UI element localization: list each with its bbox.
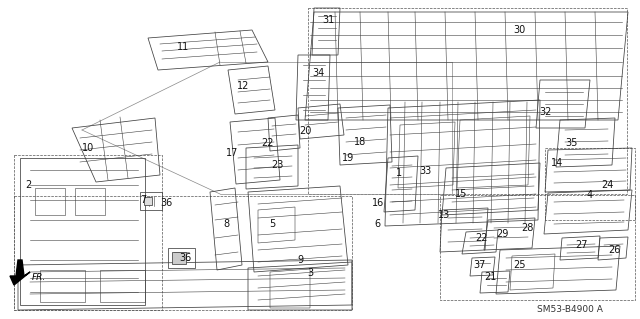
- Text: 7: 7: [140, 195, 146, 205]
- Text: 27: 27: [576, 240, 588, 250]
- Text: 5: 5: [269, 219, 275, 229]
- Text: 17: 17: [226, 148, 238, 158]
- Text: 36: 36: [179, 253, 191, 263]
- Text: 25: 25: [513, 260, 525, 270]
- Text: 31: 31: [322, 15, 334, 25]
- Text: 26: 26: [608, 245, 620, 255]
- Text: 37: 37: [474, 260, 486, 270]
- Text: 32: 32: [540, 107, 552, 117]
- Text: 1: 1: [396, 168, 402, 178]
- Text: 9: 9: [297, 255, 303, 265]
- Text: 21: 21: [484, 272, 496, 282]
- Text: 22: 22: [262, 138, 275, 148]
- Text: 2: 2: [25, 180, 31, 190]
- Text: 18: 18: [354, 137, 366, 147]
- Text: 30: 30: [513, 25, 525, 35]
- Text: 28: 28: [521, 223, 533, 233]
- Text: 29: 29: [496, 229, 508, 239]
- Text: 13: 13: [438, 210, 450, 220]
- Text: 35: 35: [566, 138, 578, 148]
- Text: 4: 4: [587, 190, 593, 200]
- Text: 16: 16: [372, 198, 384, 208]
- Polygon shape: [10, 260, 30, 285]
- Text: 8: 8: [223, 219, 229, 229]
- Text: 15: 15: [455, 189, 467, 199]
- Text: 24: 24: [601, 180, 613, 190]
- Text: 33: 33: [419, 166, 431, 176]
- Text: 12: 12: [237, 81, 249, 91]
- Text: 34: 34: [312, 68, 324, 78]
- Text: 20: 20: [299, 126, 311, 136]
- Text: 36: 36: [160, 198, 172, 208]
- Text: FR.: FR.: [32, 272, 46, 281]
- Text: 6: 6: [374, 219, 380, 229]
- Text: 22: 22: [475, 233, 487, 243]
- Text: 14: 14: [551, 158, 563, 168]
- Text: 19: 19: [342, 153, 354, 163]
- Polygon shape: [144, 197, 152, 205]
- Text: SM53-B4900 A: SM53-B4900 A: [537, 306, 603, 315]
- Text: 3: 3: [307, 268, 313, 278]
- Text: 10: 10: [82, 143, 94, 153]
- Polygon shape: [172, 252, 186, 264]
- Text: 23: 23: [271, 160, 283, 170]
- Text: 11: 11: [177, 42, 189, 52]
